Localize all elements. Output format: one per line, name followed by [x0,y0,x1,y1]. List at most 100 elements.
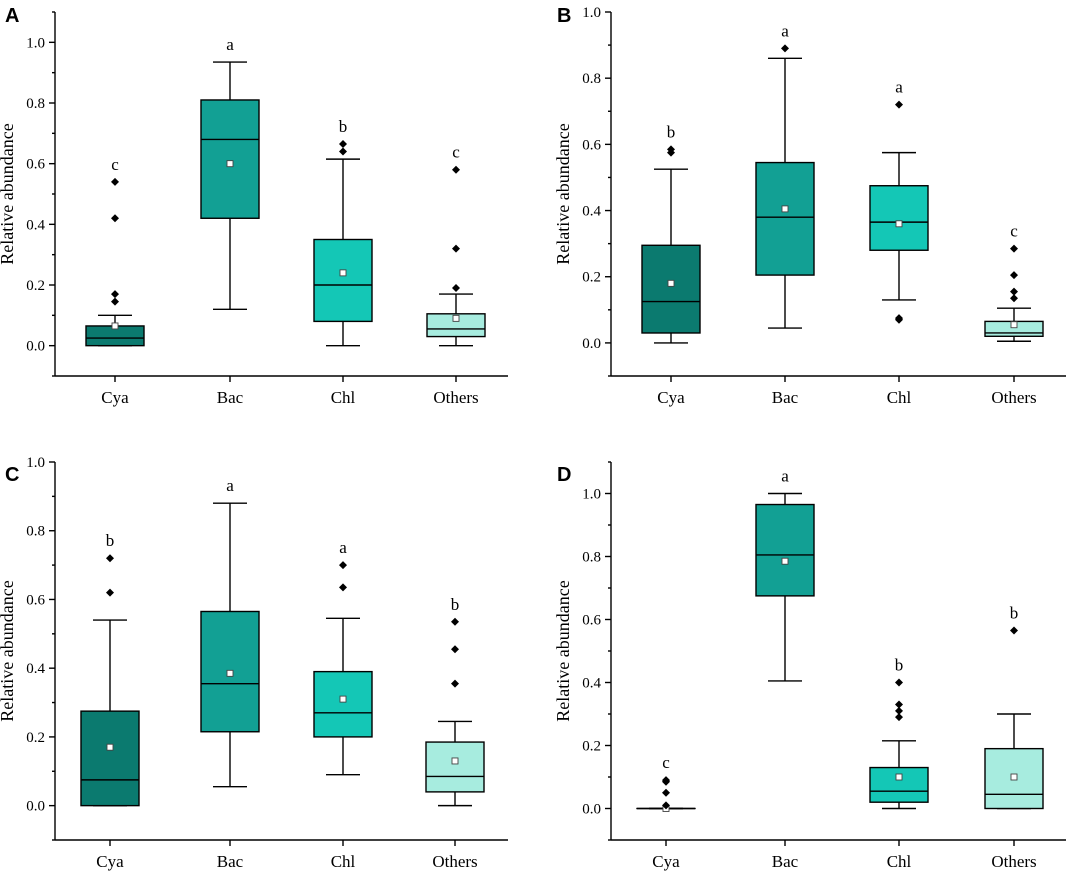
y-tick-label: 0.8 [582,550,601,566]
mean-marker [781,557,789,565]
outlier-point [1010,626,1018,635]
iqr-box [641,244,701,334]
outlier-point [339,139,347,148]
significance-letter: c [1010,222,1018,241]
x-tick-label: Chl [887,852,912,871]
y-tick-label: 0.0 [26,799,45,815]
significance-letter: a [226,35,234,54]
box-bac: Bac a [200,476,260,871]
significance-letter: b [667,122,676,141]
y-tick-label: 0.2 [26,278,45,294]
y-tick-label: 0.6 [26,592,45,608]
outlier-point [339,583,347,592]
panel-d: D 0.0 0.2 0.4 0.6 0.8 1.0 Relative abundance Cya… [553,461,1066,871]
y-axis-title: Relative abundance [0,123,17,264]
y-tick-label: 0.6 [582,137,601,153]
significance-letter: b [339,117,348,136]
mean-marker [895,773,903,781]
outlier-point [895,678,903,687]
box-others: Others b [425,595,485,871]
significance-letter: c [452,143,460,162]
x-tick-label: Cya [657,388,685,407]
outlier-point [111,177,119,186]
significance-letter: b [451,595,460,614]
outlier-point [662,788,670,797]
y-tick-label: 1.0 [582,487,601,503]
y-tick-label: 0.2 [26,730,45,746]
panel-label: C [5,464,19,486]
mean-marker [452,314,460,322]
x-tick-label: Others [991,388,1036,407]
mean-marker [111,322,119,330]
panel-label: B [557,5,571,27]
x-tick-label: Cya [652,852,680,871]
significance-letter: a [895,78,903,97]
panel-label: A [5,5,19,27]
panel-label: D [557,464,571,486]
outlier-point [895,706,903,715]
box-others: Others b [984,604,1044,871]
box-chl: Chl b [869,656,929,871]
iqr-box [80,710,140,807]
y-tick-label: 0.8 [26,96,45,112]
mean-marker [226,160,234,168]
outlier-point [451,645,459,654]
box-bac: Bac a [755,21,815,407]
outlier-point [662,776,670,785]
significance-letter: c [111,155,119,174]
y-tick-label: 0.4 [26,661,45,677]
outlier-point [111,214,119,223]
box-chl: Chl b [313,117,373,407]
y-tick-label: 1.0 [26,35,45,51]
outlier-point [895,700,903,709]
y-tick-label: 0.8 [26,524,45,540]
x-tick-label: Bac [217,852,244,871]
outlier-point [1010,271,1018,280]
iqr-box [426,313,486,338]
y-tick-label: 1.0 [26,455,45,471]
box-chl: Chl a [313,538,373,871]
outlier-point [452,244,460,253]
significance-letter: a [226,476,234,495]
box-bac: Bac a [755,467,815,871]
outlier-point [895,100,903,109]
y-tick-label: 0.6 [582,613,601,629]
y-axis-title: Relative abundance [553,123,573,264]
outlier-point [662,801,670,810]
significance-letter: c [662,753,670,772]
y-tick-label: 0.2 [582,739,601,755]
panel-b: B 0.0 0.2 0.4 0.6 0.8 1.0 Relative abundance Cya… [553,5,1066,407]
significance-letter: b [1010,604,1019,623]
mean-marker [339,695,347,703]
x-tick-label: Chl [331,388,356,407]
iqr-box [755,161,815,276]
panel-c: C 0.0 0.2 0.4 0.6 0.8 1.0 Relative abundance Cya… [0,455,508,871]
y-axis-title: Relative abundance [553,580,573,721]
box-cya: Cya b [641,122,701,407]
outlier-point [339,147,347,156]
x-tick-label: Bac [772,388,799,407]
mean-marker [895,220,903,228]
mean-marker [781,205,789,213]
outlier-point [111,290,119,299]
box-cya: Cya b [80,531,140,871]
outlier-point [1010,294,1018,303]
box-bac: Bac a [200,35,260,407]
outlier-point [111,297,119,306]
y-tick-label: 0.0 [582,802,601,818]
y-tick-label: 0.8 [582,71,601,87]
y-tick-label: 1.0 [582,5,601,21]
x-tick-label: Chl [331,852,356,871]
iqr-box [200,99,260,219]
x-tick-label: Bac [772,852,799,871]
x-tick-label: Chl [887,388,912,407]
iqr-box [313,238,373,323]
outlier-point [895,314,903,323]
outlier-point [781,44,789,53]
x-tick-label: Bac [217,388,244,407]
mean-marker [451,757,459,765]
box-cya: Cya c [636,753,696,871]
y-axis-title: Relative abundance [0,580,17,721]
significance-letter: a [781,21,789,40]
